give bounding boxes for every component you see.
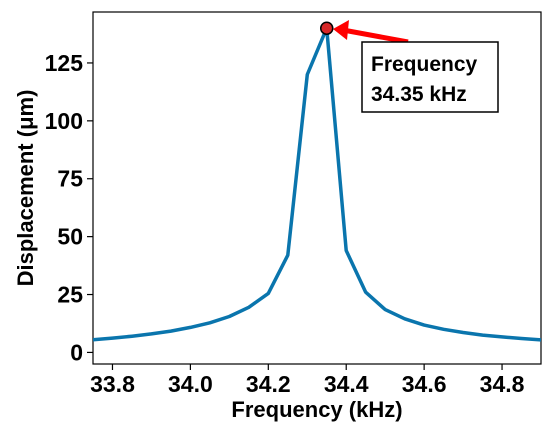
x-tick-label: 34.6 xyxy=(402,371,447,397)
x-tick-label: 34.4 xyxy=(324,371,369,397)
plot-frame xyxy=(92,11,542,365)
y-tick-label: 100 xyxy=(45,108,83,134)
x-tick-label: 34.8 xyxy=(480,371,525,397)
y-tick-label: 25 xyxy=(57,282,83,308)
annotation-line-1: Frequency xyxy=(371,53,478,76)
x-tick-label: 33.8 xyxy=(90,371,135,397)
annotation-arrow xyxy=(342,27,409,45)
x-tick-label: 34.2 xyxy=(246,371,291,397)
y-tick-label: 75 xyxy=(57,166,83,192)
y-tick-label: 125 xyxy=(45,50,84,76)
x-axis-ticks: 33.8 34.0 34.2 34.4 34.6 34.8 xyxy=(90,364,525,397)
y-tick-label: 0 xyxy=(70,339,83,365)
x-axis-label: Frequency (kHz) xyxy=(231,397,402,422)
x-tick-label: 34.0 xyxy=(168,371,213,397)
y-tick-label: 50 xyxy=(57,224,83,250)
annotation-box xyxy=(361,41,499,113)
annotation-line-2: 34.35 kHz xyxy=(371,83,467,106)
y-axis-ticks: 0 25 50 75 100 125 xyxy=(45,50,93,365)
annotation-arrowhead xyxy=(333,20,349,40)
y-axis-label: Displacement (μm) xyxy=(13,90,38,287)
displacement-curve xyxy=(93,26,541,342)
peak-marker xyxy=(319,21,334,35)
